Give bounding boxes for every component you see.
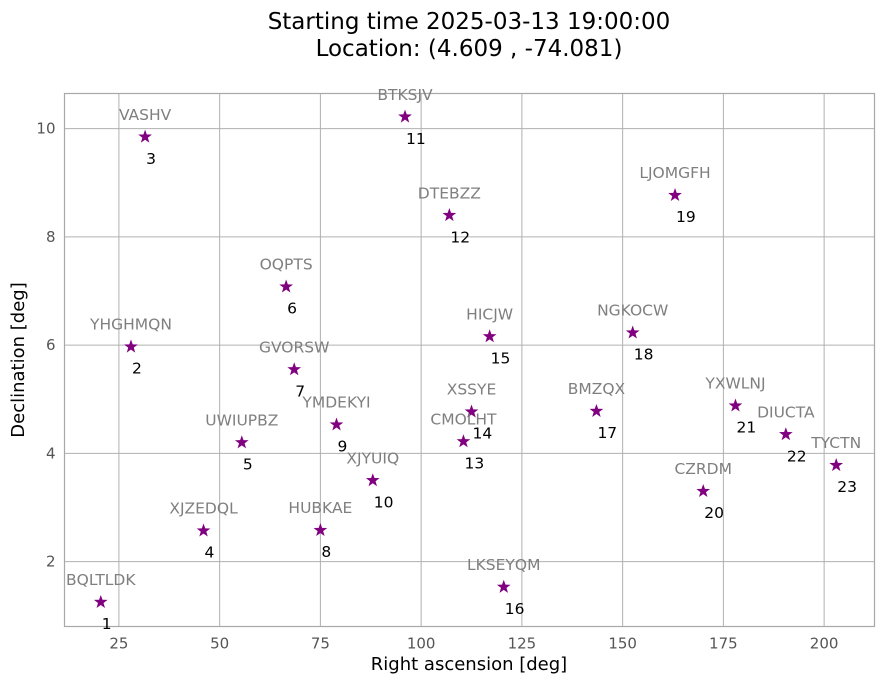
star-name-label: YMDEKYI [301,394,370,412]
star-marker [124,339,138,353]
star-marker [589,403,604,417]
star-marker [442,208,457,222]
point-labels: BQLTLDK 1 YHGHMQN 2 VASHV 3 XJZEDQL 4 UWIUPBZ 5 OQ… [66,86,861,633]
star-marker [138,129,152,143]
star-marker [464,404,479,418]
star-marker [482,329,497,343]
star-number-label: 1 [102,615,112,633]
star-name-label: BQLTLDK [66,571,136,589]
star-name-label: XJYUIQ [346,449,399,467]
star-number-label: 15 [491,349,511,367]
x-tick-label: 125 [508,635,537,653]
plot-frame [63,92,876,628]
y-tick-label: 10 [36,120,55,138]
star-name-label: LKSEYQM [467,556,540,574]
y-tick-label: 6 [46,336,56,354]
star-name-label: HICJW [466,305,513,323]
star-marker [93,594,108,608]
star-number-label: 9 [338,438,348,456]
star-marker [365,473,380,487]
star-marker [234,435,249,449]
star-number-label: 23 [837,478,857,496]
x-axis-label: Right ascension [deg] [371,654,567,675]
star-marker [279,279,293,293]
star-marker [728,398,743,412]
star-name-label: CZRDM [674,460,732,478]
star-marker [625,325,640,339]
chart-title-line-2: Location: (4.609 , -74.081) [316,36,623,62]
star-marker [779,427,793,441]
star-marker [456,434,471,448]
y-tick-label: 8 [46,228,56,246]
star-name-label: XJZEDQL [169,500,238,518]
star-marker [287,362,302,376]
star-number-label: 5 [243,456,253,474]
star-number-label: 3 [146,150,156,168]
y-tick-label: 4 [46,444,56,462]
star-name-label: BMZQX [568,380,626,398]
star-name-label: CMOLHT [430,410,497,428]
x-tick-label: 200 [810,635,839,653]
star-number-label: 2 [132,360,142,378]
star-number-label: 14 [473,425,493,443]
grid [64,93,875,627]
x-tick-label: 100 [407,635,436,653]
star-number-label: 12 [450,228,470,246]
star-number-label: 22 [787,447,807,465]
star-number-label: 8 [321,543,331,561]
star-name-label: HUBKAE [288,499,352,517]
star-marker [313,522,328,537]
star-name-label: UWIUPBZ [205,412,278,430]
star-number-label: 20 [704,504,724,522]
star-marker [668,188,682,202]
y-axis-label: Declination [deg] [8,282,29,437]
star-marker [398,109,412,123]
star-name-label: YHGHMQN [89,316,172,334]
star-number-label: 16 [505,600,525,618]
star-name-label: DTEBZZ [418,184,481,202]
star-name-label: XSSYE [447,381,497,399]
star-number-label: 17 [597,424,617,442]
x-tick-label: 75 [311,635,330,653]
star-name-label: TYCTN [810,434,861,452]
star-marker [696,484,711,498]
star-name-label: VASHV [119,106,172,124]
x-tick-label: 150 [608,635,637,653]
chart-title-line-1: Starting time 2025-03-13 19:00:00 [268,9,671,35]
star-name-label: BTKSJV [377,86,433,104]
star-marker [196,523,211,537]
star-marker [829,458,844,472]
star-marker [329,417,344,431]
star-name-label: OQPTS [260,256,313,274]
star-name-label: GVORSW [259,338,329,356]
x-tick-label: 50 [210,635,229,653]
star-name-label: YXWLNJ [704,375,765,393]
star-number-label: 10 [374,493,394,511]
star-number-label: 18 [634,346,654,364]
x-tick-label: 175 [709,635,738,653]
star-number-label: 21 [736,419,756,437]
star-name-label: NGKOCW [597,302,668,320]
star-number-label: 13 [464,454,484,472]
data-points [93,109,844,608]
star-marker [496,579,511,593]
star-number-label: 11 [406,130,426,148]
star-number-label: 4 [205,544,215,562]
star-name-label: DIUCTA [757,403,815,421]
star-number-label: 19 [676,208,696,226]
star-number-label: 7 [295,382,305,400]
star-name-label: LJOMGFH [639,164,710,182]
star-number-label: 6 [287,300,297,318]
y-tick-label: 2 [46,553,56,571]
x-tick-label: 25 [109,635,128,653]
